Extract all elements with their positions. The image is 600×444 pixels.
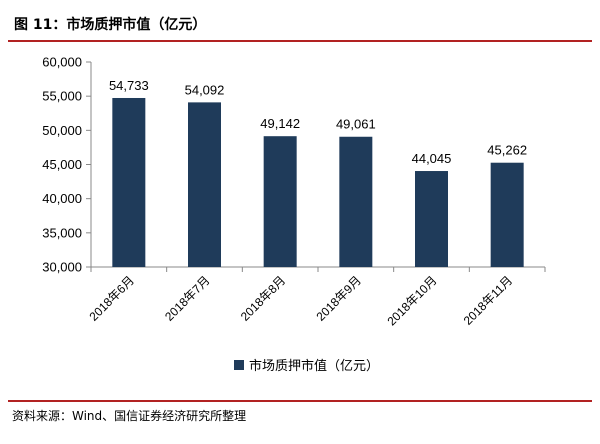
- figure-header: 图 11：市场质押市值（亿元）: [8, 6, 592, 40]
- data-label: 54,092: [185, 82, 225, 97]
- source-note: 资料来源：Wind、国信证券经济研究所整理: [12, 409, 247, 423]
- legend-swatch: [234, 360, 244, 370]
- y-tick-label: 60,000: [42, 55, 82, 70]
- x-tick-label: 2018年7月: [162, 273, 212, 323]
- figure-title-text: 市场质押市值（亿元）: [66, 17, 207, 33]
- x-tick-label: 2018年8月: [238, 273, 288, 323]
- y-tick-label: 45,000: [42, 157, 82, 172]
- legend-label: 市场质押市值（亿元）: [249, 358, 379, 373]
- y-tick-label: 55,000: [42, 89, 82, 104]
- y-tick-label: 35,000: [42, 225, 82, 240]
- bar: [490, 162, 524, 267]
- data-label: 49,142: [260, 116, 300, 131]
- bar: [415, 171, 448, 267]
- bar-chart: 30,000 35,000 40,000 45,000 50,000 55,000 60,0…: [42, 55, 546, 373]
- data-label: 49,061: [336, 117, 376, 132]
- x-tick-label: 2018年10月: [384, 273, 439, 328]
- figure-label: 图 11：: [14, 17, 67, 33]
- bar: [188, 102, 221, 267]
- data-label: 44,045: [412, 151, 452, 166]
- x-tick-label: 2018年9月: [313, 273, 363, 323]
- y-tick-label: 50,000: [42, 123, 82, 138]
- bar: [263, 136, 297, 267]
- bar: [339, 136, 373, 267]
- x-tick-label: 2018年11月: [461, 273, 516, 328]
- top-divider: [8, 40, 592, 42]
- data-label: 54,733: [109, 78, 149, 93]
- y-tick-label: 40,000: [42, 191, 82, 206]
- figure-title: 图 11：市场质押市值（亿元）: [14, 14, 206, 34]
- y-tick-label: 30,000: [42, 260, 82, 275]
- chart-area: 30,000 35,000 40,000 45,000 50,000 55,000 60,0…: [0, 42, 600, 397]
- x-tick-label: 2018年6月: [86, 273, 136, 323]
- bar: [112, 97, 146, 267]
- bottom-divider: [8, 400, 592, 402]
- data-label: 45,262: [487, 143, 527, 158]
